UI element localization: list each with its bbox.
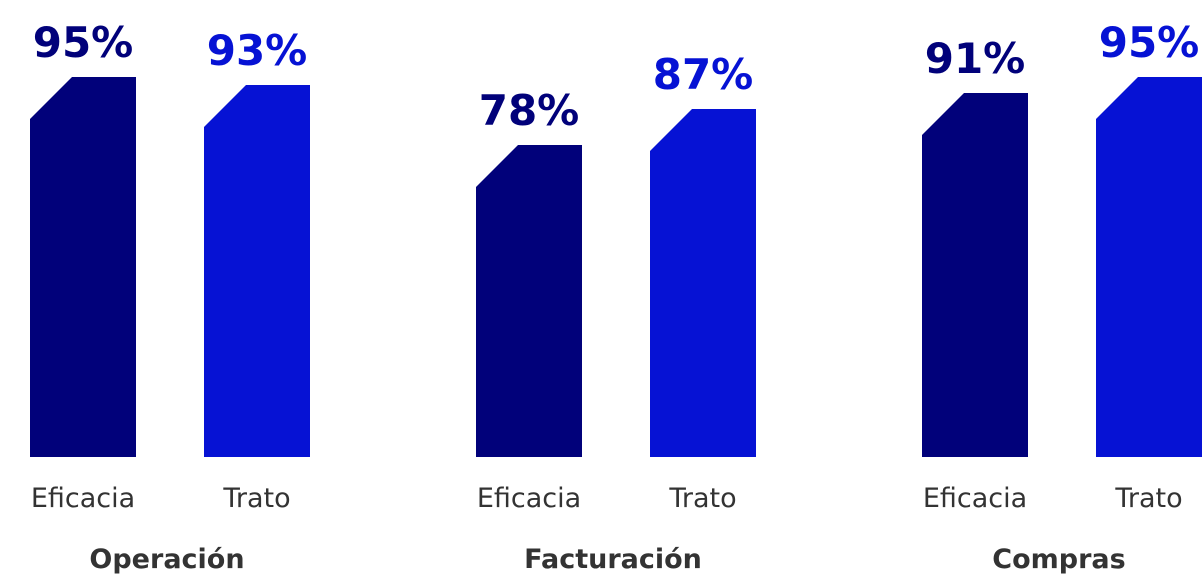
series-label: Trato: [222, 483, 290, 514]
bar: [650, 109, 756, 457]
bar: [204, 85, 310, 457]
series-label: Eficacia: [923, 483, 1027, 514]
value-label: 93%: [207, 26, 308, 75]
series-label: Trato: [668, 483, 736, 514]
series-label: Trato: [1114, 483, 1182, 514]
value-label: 95%: [1099, 18, 1200, 67]
category-label: Compras: [992, 544, 1125, 575]
value-label: 78%: [479, 86, 580, 135]
bar: [922, 93, 1028, 457]
bar: [30, 77, 136, 457]
value-label: 87%: [653, 50, 754, 99]
series-label: Eficacia: [31, 483, 135, 514]
value-label: 95%: [33, 18, 134, 67]
value-label: 91%: [925, 34, 1026, 83]
series-label: Eficacia: [477, 483, 581, 514]
category-label: Operación: [89, 544, 244, 575]
category-label: Facturación: [524, 544, 702, 575]
bar: [1096, 77, 1202, 457]
bar: [476, 145, 582, 457]
